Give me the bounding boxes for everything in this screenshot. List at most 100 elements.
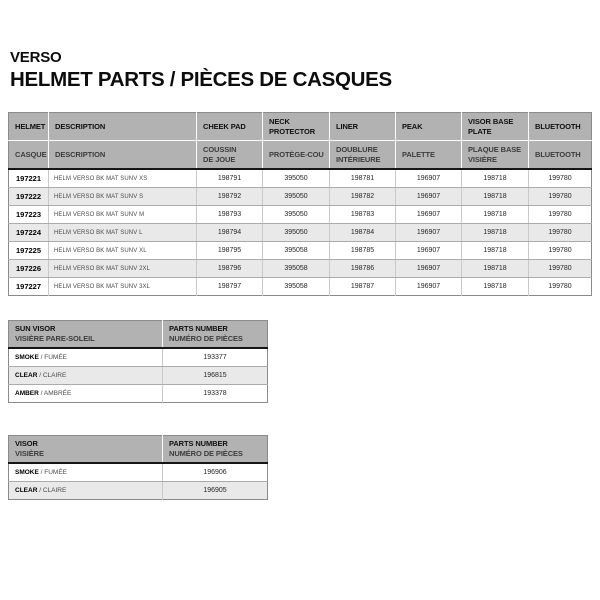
col-helmet: HELMET	[8, 112, 49, 141]
separator: /	[38, 353, 45, 361]
cell-neck-protector: 395050	[262, 187, 330, 206]
cell-peak: 196907	[395, 205, 462, 224]
table-row: CLEAR / CLAIRE 196815	[8, 366, 268, 386]
cell-liner: 198783	[329, 205, 396, 224]
cell-part-number: 193378	[162, 384, 268, 403]
color-name-en: CLEAR	[15, 486, 38, 494]
cell-helmet-code: 197227	[8, 277, 49, 296]
col-visor-en: VISOR	[15, 439, 38, 448]
cell-part-number: 196815	[162, 366, 268, 386]
cell-liner: 198785	[329, 241, 396, 260]
header-row: VISOR VISIÈRE PARTS NUMBER NUMÉRO DE PIÈ…	[8, 435, 268, 465]
col-neck-protector-fr: PROTÈGE-COU	[262, 140, 330, 170]
cell-bluetooth: 199780	[528, 205, 592, 224]
table-row: 197222 HELM VERSO BK MAT SUNV S 198792 3…	[8, 187, 592, 206]
cell-neck-protector: 395050	[262, 205, 330, 224]
cell-peak: 196907	[395, 169, 462, 188]
table-row: SMOKE / FUMÉE 196906	[8, 463, 268, 483]
header-row: SUN VISOR VISIÈRE PARE-SOLEIL PARTS NUMB…	[8, 320, 268, 350]
cell-helmet-code: 197225	[8, 241, 49, 260]
color-name-en: CLEAR	[15, 371, 38, 379]
col-cheek-pad: CHEEK PAD	[196, 112, 263, 141]
col-visor: VISOR VISIÈRE	[8, 435, 163, 465]
cell-helmet-code: 197226	[8, 259, 49, 278]
table-row: 197226 HELM VERSO BK MAT SUNV 2XL 198796…	[8, 259, 592, 278]
cell-cheek-pad: 198794	[196, 223, 263, 242]
visor-table: VISOR VISIÈRE PARTS NUMBER NUMÉRO DE PIÈ…	[8, 435, 268, 501]
cell-color-name: AMBER / AMBRÉE	[8, 384, 163, 403]
separator: /	[37, 486, 43, 494]
col-parts-number-fr: NUMÉRO DE PIÈCES	[169, 334, 243, 344]
page-subtitle: HELMET PARTS / PIÈCES DE CASQUES	[10, 68, 392, 91]
col-parts-number-en: PARTS NUMBER	[169, 439, 228, 448]
col-visor-base-plate-fr: PLAQUE BASE VISIÈRE	[461, 140, 529, 170]
cell-neck-protector: 395058	[262, 259, 330, 278]
cell-neck-protector: 395050	[262, 223, 330, 242]
color-name-en: SMOKE	[15, 468, 39, 476]
cell-visor-base-plate: 198718	[461, 241, 529, 260]
table-row: AMBER / AMBRÉE 193378	[8, 384, 268, 403]
cell-bluetooth: 199780	[528, 223, 592, 242]
col-peak: PEAK	[395, 112, 462, 141]
cell-cheek-pad: 198797	[196, 277, 263, 296]
cell-neck-protector: 395058	[262, 241, 330, 260]
cell-visor-base-plate: 198718	[461, 169, 529, 188]
cell-helmet-code: 197223	[8, 205, 49, 224]
cell-description: HELM VERSO BK MAT SUNV 3XL	[48, 277, 197, 296]
col-parts-number-fr: NUMÉRO DE PIÈCES	[169, 449, 243, 459]
cell-liner: 198784	[329, 223, 396, 242]
cell-peak: 196907	[395, 241, 462, 260]
helmet-parts-rows: 197221 HELM VERSO BK MAT SUNV XS 198791 …	[8, 169, 592, 296]
cell-description: HELM VERSO BK MAT SUNV S	[48, 187, 197, 206]
col-liner-fr: DOUBLURE INTÉRIEURE	[329, 140, 396, 170]
col-peak-fr: PALETTE	[395, 140, 462, 170]
cell-peak: 196907	[395, 259, 462, 278]
col-sun-visor-fr: VISIÈRE PARE-SOLEIL	[15, 334, 95, 344]
cell-color-name: CLEAR / CLAIRE	[8, 366, 163, 386]
cell-bluetooth: 199780	[528, 169, 592, 188]
col-parts-number-en: PARTS NUMBER	[169, 324, 228, 333]
col-parts-number: PARTS NUMBER NUMÉRO DE PIÈCES	[162, 320, 268, 350]
col-visor-base-plate: VISOR BASE PLATE	[461, 112, 529, 141]
table-row: 197221 HELM VERSO BK MAT SUNV XS 198791 …	[8, 169, 592, 188]
cell-part-number: 193377	[162, 348, 268, 368]
cell-bluetooth: 199780	[528, 187, 592, 206]
col-neck-protector: NECK PROTECTOR	[262, 112, 330, 141]
cell-neck-protector: 395058	[262, 277, 330, 296]
cell-bluetooth: 199780	[528, 277, 592, 296]
cell-description: HELM VERSO BK MAT SUNV M	[48, 205, 197, 224]
cell-peak: 196907	[395, 223, 462, 242]
col-cheek-pad-fr: COUSSIN DE JOUE	[196, 140, 263, 170]
table-row: CLEAR / CLAIRE 196905	[8, 481, 268, 500]
cell-cheek-pad: 198795	[196, 241, 263, 260]
color-name-fr: FUMÉE	[44, 353, 68, 361]
cell-part-number: 196906	[162, 463, 268, 483]
cell-part-number: 196905	[162, 481, 268, 500]
cell-visor-base-plate: 198718	[461, 205, 529, 224]
cell-liner: 198786	[329, 259, 396, 278]
cell-bluetooth: 199780	[528, 259, 592, 278]
header-row-english: HELMET DESCRIPTION CHEEK PAD NECK PROTEC…	[8, 112, 592, 141]
cell-helmet-code: 197224	[8, 223, 49, 242]
cell-liner: 198781	[329, 169, 396, 188]
cell-helmet-code: 197222	[8, 187, 49, 206]
col-visor-fr: VISIÈRE	[15, 449, 44, 459]
sun-visor-table: SUN VISOR VISIÈRE PARE-SOLEIL PARTS NUMB…	[8, 320, 268, 404]
cell-color-name: SMOKE / FUMÉE	[8, 463, 163, 483]
visor-rows: SMOKE / FUMÉE 196906 CLEAR / CLAIRE 1969…	[8, 463, 268, 500]
cell-helmet-code: 197221	[8, 169, 49, 188]
col-liner: LINER	[329, 112, 396, 141]
cell-cheek-pad: 198793	[196, 205, 263, 224]
cell-cheek-pad: 198796	[196, 259, 263, 278]
separator: /	[38, 389, 44, 397]
cell-visor-base-plate: 198718	[461, 187, 529, 206]
header-row-french: CASQUE DESCRIPTION COUSSIN DE JOUE PROTÈ…	[8, 140, 592, 170]
cell-cheek-pad: 198791	[196, 169, 263, 188]
cell-cheek-pad: 198792	[196, 187, 263, 206]
separator: /	[37, 371, 43, 379]
col-sun-visor: SUN VISOR VISIÈRE PARE-SOLEIL	[8, 320, 163, 350]
cell-peak: 196907	[395, 277, 462, 296]
table-row: SMOKE / FUMÉE 193377	[8, 348, 268, 368]
cell-bluetooth: 199780	[528, 241, 592, 260]
